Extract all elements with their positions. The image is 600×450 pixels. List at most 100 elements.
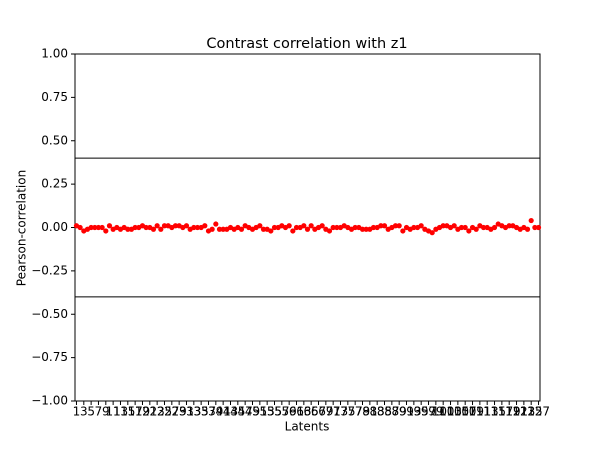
point <box>132 224 138 231</box>
point <box>293 224 300 231</box>
x-tick-label: 65 <box>304 405 319 419</box>
x-tick-label: 109 <box>461 405 484 419</box>
x-tick-label: 5 <box>87 405 95 419</box>
x-tick-label: 99 <box>428 405 443 419</box>
point <box>524 226 531 232</box>
x-tick-label: 101 <box>432 405 455 419</box>
y-tick-label: 0.50 <box>41 133 68 147</box>
x-tick-label: 117 <box>490 405 513 419</box>
point <box>359 226 366 232</box>
x-tick-label: 55 <box>267 405 282 419</box>
x-tick-label: 17 <box>128 405 143 419</box>
y-tick-label: −0.75 <box>31 350 68 364</box>
x-tick-label: 95 <box>414 405 429 419</box>
point <box>286 223 292 229</box>
x-tick-label: 107 <box>454 405 477 419</box>
point <box>326 228 333 234</box>
point <box>88 224 94 231</box>
point <box>154 223 160 229</box>
x-tick-label: 49 <box>245 405 260 419</box>
point <box>92 224 98 231</box>
point <box>99 224 105 231</box>
point <box>77 224 83 231</box>
point <box>209 226 215 232</box>
point <box>458 224 465 231</box>
point <box>301 223 307 229</box>
point <box>191 224 197 231</box>
x-tick-label: 35 <box>194 405 209 419</box>
point <box>308 223 314 229</box>
point <box>125 226 131 232</box>
x-tick-label: 73 <box>333 405 348 419</box>
point <box>491 224 498 231</box>
x-tick-label: 63 <box>296 405 311 419</box>
x-tick-label: 59 <box>282 405 297 419</box>
x-tick-label: 77 <box>348 405 363 419</box>
x-tick-label: 111 <box>468 405 491 419</box>
x-tick-label: 41 <box>216 405 231 419</box>
point <box>532 224 538 231</box>
point <box>418 223 424 229</box>
point <box>440 223 446 229</box>
y-tick-label: 0.00 <box>41 220 68 234</box>
point <box>381 223 388 229</box>
x-tick-label: 13 <box>113 405 128 419</box>
point <box>506 223 512 229</box>
point <box>473 226 479 232</box>
x-tick-label: 119 <box>498 405 521 419</box>
point <box>451 223 457 229</box>
point <box>330 224 336 231</box>
x-tick-label: 81 <box>362 405 377 419</box>
point <box>392 223 399 229</box>
point <box>363 226 369 232</box>
point <box>95 224 102 231</box>
point <box>220 226 226 232</box>
x-tick-label: 121 <box>505 405 528 419</box>
x-tick-label: 37 <box>201 405 216 419</box>
point <box>370 224 377 231</box>
point <box>143 224 149 231</box>
y-tick-label: −1.00 <box>31 394 68 408</box>
point <box>106 223 113 229</box>
x-tick-label: 113 <box>476 405 499 419</box>
x-tick-label: 123 <box>512 405 535 419</box>
point <box>378 223 384 229</box>
point <box>268 228 274 234</box>
x-tick-label: 29 <box>172 405 187 419</box>
point <box>161 223 168 229</box>
point <box>194 224 201 231</box>
x-tick-label: 97 <box>421 405 436 419</box>
x-tick-label: 79 <box>355 405 370 419</box>
point <box>319 223 325 229</box>
point <box>183 223 190 229</box>
x-tick-label: 115 <box>483 405 506 419</box>
point <box>411 224 417 231</box>
x-tick-label: 127 <box>527 405 550 419</box>
point <box>334 224 340 231</box>
x-tick-label: 61 <box>289 405 304 419</box>
x-tick-label: 71 <box>326 405 341 419</box>
point <box>304 226 311 232</box>
x-tick-label: 51 <box>252 405 267 419</box>
point <box>213 221 219 227</box>
point <box>150 226 157 232</box>
x-tick-label: 39 <box>208 405 223 419</box>
x-tick-label: 69 <box>318 405 333 419</box>
x-tick-label: 125 <box>520 405 543 419</box>
x-tick-label: 15 <box>120 405 135 419</box>
point <box>535 224 542 231</box>
x-tick-label: 93 <box>406 405 421 419</box>
x-tick-label: 1 <box>73 405 81 419</box>
point <box>216 226 223 232</box>
x-tick-label: 53 <box>260 405 275 419</box>
point <box>429 230 435 236</box>
x-tick-label: 3 <box>80 405 88 419</box>
point <box>238 226 245 232</box>
y-tick-label: 0.75 <box>41 90 68 104</box>
x-tick-label: 67 <box>311 405 326 419</box>
point <box>172 223 179 229</box>
x-tick-label: 89 <box>392 405 407 419</box>
point <box>400 228 406 234</box>
point <box>202 223 208 229</box>
